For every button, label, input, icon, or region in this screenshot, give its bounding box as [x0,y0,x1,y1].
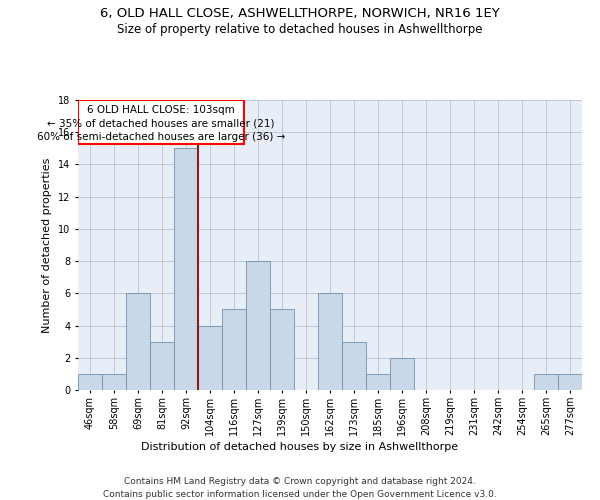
Bar [366,374,390,390]
Text: Distribution of detached houses by size in Ashwellthorpe: Distribution of detached houses by size … [142,442,458,452]
Text: Contains HM Land Registry data © Crown copyright and database right 2024.: Contains HM Land Registry data © Crown c… [124,478,476,486]
Text: ← 35% of detached houses are smaller (21): ← 35% of detached houses are smaller (21… [47,118,275,128]
Bar [534,374,558,390]
Bar [270,310,294,390]
Text: 6, OLD HALL CLOSE, ASHWELLTHORPE, NORWICH, NR16 1EY: 6, OLD HALL CLOSE, ASHWELLTHORPE, NORWIC… [100,8,500,20]
Bar [198,326,222,390]
Bar [78,374,102,390]
FancyBboxPatch shape [78,100,244,144]
Bar [174,148,198,390]
Bar [222,310,246,390]
Bar [318,294,342,390]
Bar [342,342,366,390]
Bar [390,358,414,390]
Bar [126,294,150,390]
Bar [558,374,582,390]
Text: 60% of semi-detached houses are larger (36) →: 60% of semi-detached houses are larger (… [37,132,285,142]
Bar [246,261,270,390]
Bar [102,374,126,390]
Text: 6 OLD HALL CLOSE: 103sqm: 6 OLD HALL CLOSE: 103sqm [87,105,235,115]
Y-axis label: Number of detached properties: Number of detached properties [43,158,52,332]
Text: Contains public sector information licensed under the Open Government Licence v3: Contains public sector information licen… [103,490,497,499]
Text: Size of property relative to detached houses in Ashwellthorpe: Size of property relative to detached ho… [117,22,483,36]
Bar [150,342,174,390]
